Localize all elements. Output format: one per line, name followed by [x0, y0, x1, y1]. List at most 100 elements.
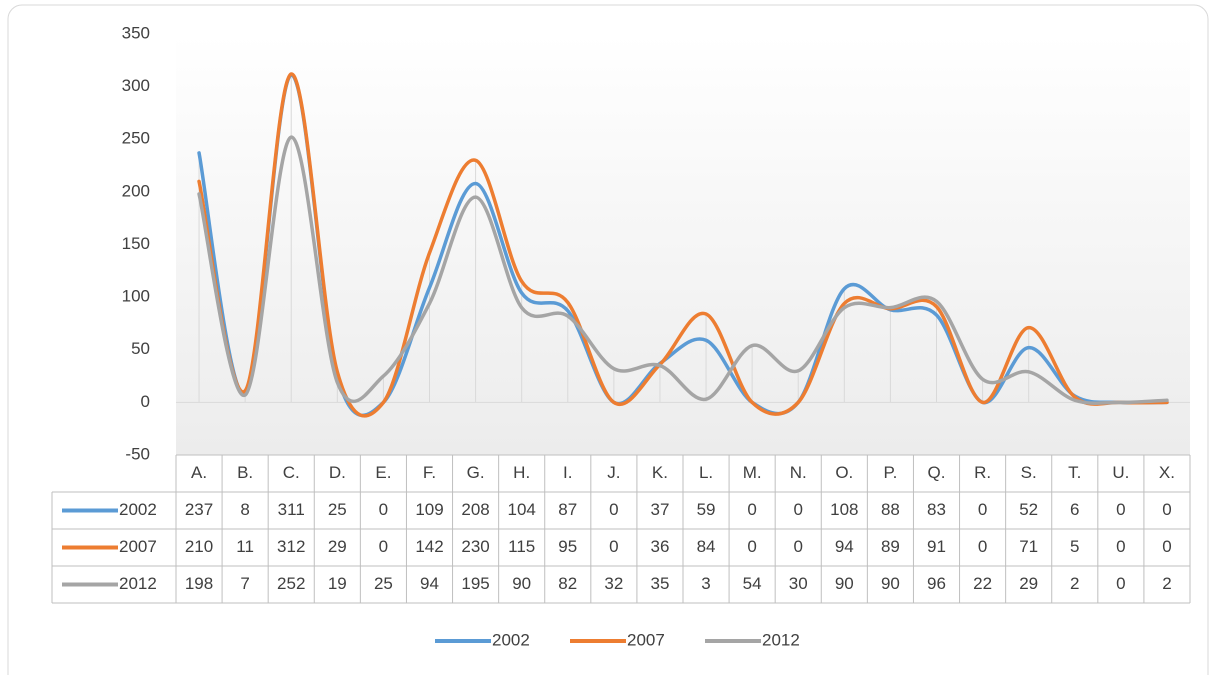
table-value: 2: [1162, 574, 1171, 593]
table-value: 0: [1162, 537, 1171, 556]
x-tick-label: A.: [191, 463, 207, 482]
x-tick-label: P.: [883, 463, 897, 482]
table-value: 0: [1116, 574, 1125, 593]
x-tick-label: G.: [467, 463, 485, 482]
table-value: 0: [747, 500, 756, 519]
table-value: 90: [835, 574, 854, 593]
table-value: 237: [185, 500, 213, 519]
table-value: 89: [881, 537, 900, 556]
x-tick-label: E.: [375, 463, 391, 482]
table-value: 0: [978, 500, 987, 519]
table-value: 25: [374, 574, 393, 593]
table-value: 142: [415, 537, 443, 556]
table-value: 230: [461, 537, 489, 556]
table-value: 94: [835, 537, 854, 556]
table-value: 87: [558, 500, 577, 519]
legend-label: 2007: [627, 630, 665, 649]
table-value: 37: [650, 500, 669, 519]
table-value: 5: [1070, 537, 1079, 556]
table-value: 195: [461, 574, 489, 593]
x-tick-label: H.: [513, 463, 530, 482]
y-tick-label: 150: [122, 234, 150, 253]
table-value: 22: [973, 574, 992, 593]
table-series-name: 2007: [119, 537, 157, 556]
table-value: 0: [978, 537, 987, 556]
table-value: 82: [558, 574, 577, 593]
x-tick-label: O.: [835, 463, 853, 482]
y-tick-label: 50: [131, 339, 150, 358]
table-value: 29: [328, 537, 347, 556]
table-value: 210: [185, 537, 213, 556]
y-tick-label: 350: [122, 23, 150, 42]
x-tick-label: K.: [652, 463, 668, 482]
table-value: 198: [185, 574, 213, 593]
table-value: 71: [1019, 537, 1038, 556]
table-value: 0: [609, 537, 618, 556]
x-tick-label: B.: [237, 463, 253, 482]
table-value: 0: [379, 500, 388, 519]
x-tick-label: N.: [790, 463, 807, 482]
x-tick-label: I.: [563, 463, 572, 482]
table-value: 91: [927, 537, 946, 556]
x-tick-label: D.: [329, 463, 346, 482]
legend-label: 2012: [762, 630, 800, 649]
table-value: 0: [379, 537, 388, 556]
table-value: 96: [927, 574, 946, 593]
table-value: 311: [278, 500, 305, 519]
x-tick-label: L.: [699, 463, 713, 482]
table-series-name: 2002: [119, 500, 157, 519]
table-value: 2: [1070, 574, 1079, 593]
table-value: 29: [1019, 574, 1038, 593]
table-series-name: 2012: [119, 574, 157, 593]
table-value: 3: [701, 574, 710, 593]
x-tick-label: U.: [1112, 463, 1129, 482]
table-value: 25: [328, 500, 347, 519]
table-value: 115: [508, 537, 535, 556]
table-value: 36: [650, 537, 669, 556]
table-value: 104: [507, 500, 535, 519]
x-tick-label: T.: [1068, 463, 1081, 482]
table-value: 0: [747, 537, 756, 556]
table-value: 84: [697, 537, 716, 556]
x-tick-label: R.: [974, 463, 991, 482]
table-value: 8: [240, 500, 249, 519]
table-value: 90: [881, 574, 900, 593]
table-value: 95: [558, 537, 577, 556]
table-value: 35: [650, 574, 669, 593]
table-value: 108: [830, 500, 858, 519]
table-value: 59: [697, 500, 716, 519]
table-value: 0: [1162, 500, 1171, 519]
y-tick-label: 250: [122, 129, 150, 148]
table-value: 208: [461, 500, 489, 519]
table-value: 11: [236, 537, 254, 556]
y-tick-label: 200: [122, 181, 150, 200]
plot-area: [176, 34, 1190, 455]
table-value: 0: [1116, 500, 1125, 519]
y-tick-label: -50: [125, 444, 150, 463]
table-value: 0: [793, 500, 802, 519]
x-tick-label: J.: [607, 463, 620, 482]
legend-label: 2002: [492, 630, 530, 649]
x-tick-label: Q.: [928, 463, 946, 482]
x-tick-label: F.: [423, 463, 436, 482]
table-value: 0: [609, 500, 618, 519]
series-line: [197, 135, 1169, 405]
table-value: 6: [1070, 500, 1079, 519]
y-tick-label: 100: [122, 287, 150, 306]
table-value: 0: [793, 537, 802, 556]
table-value: 52: [1019, 500, 1038, 519]
table-value: 0: [1116, 537, 1125, 556]
table-value: 90: [512, 574, 531, 593]
x-tick-label: C.: [283, 463, 300, 482]
table-value: 88: [881, 500, 900, 519]
x-tick-label: S.: [1021, 463, 1037, 482]
table-value: 7: [240, 574, 249, 593]
x-tick-label: M.: [743, 463, 762, 482]
table-value: 94: [420, 574, 439, 593]
table-value: 30: [789, 574, 808, 593]
x-tick-label: X.: [1159, 463, 1175, 482]
table-value: 312: [277, 537, 305, 556]
y-tick-label: 300: [122, 76, 150, 95]
table-value: 19: [328, 574, 347, 593]
